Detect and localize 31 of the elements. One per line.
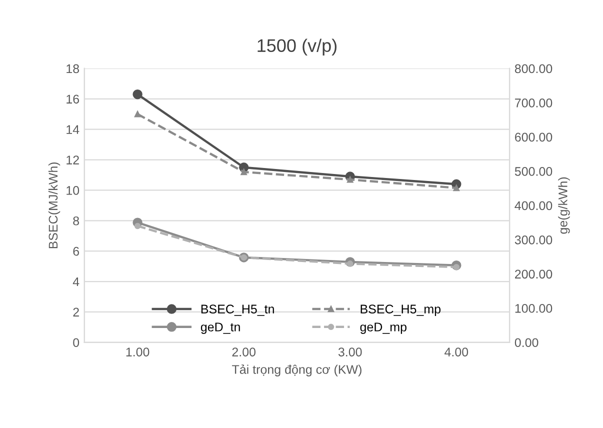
x-tick-label: 1.00 [126,348,150,356]
y-tick-label: 8 [73,216,80,226]
y-tick-label: 10 [66,186,80,195]
y-tick-label: 12 [66,156,79,164]
legend-label: BSEC_H5_mp [360,304,441,316]
y2-tick-label: 300.00 [514,235,552,244]
y2-axis-title: ge(g/kWh) [558,177,570,234]
y2-tick-label: 800.00 [514,64,552,74]
y2-tick-label: 500.00 [514,167,552,176]
y-tick-label: 14 [66,125,80,134]
x-tick-label: 3.00 [338,348,362,356]
chart-title: 1500 (v/p) [258,38,337,56]
y-tick-label: 16 [66,94,80,104]
y2-tick-label: 700.00 [515,98,552,108]
y2-tick-label: 200.00 [515,270,552,279]
legend-label: geD_tn [200,322,240,334]
y2-tick-label: 0.00 [514,338,538,348]
y2-tick-label: 400.00 [514,201,552,210]
y-tick-label: 18 [66,64,80,74]
x-tick-label: 4.00 [444,348,468,356]
x-axis-title: Tải trọng động cơ (KW) [232,364,362,376]
y2-tick-label: 100.00 [515,304,552,313]
y-tick-label: 4 [72,277,80,286]
legend-label: BSEC_H5_tn [201,304,274,316]
y-tick-label: 2 [73,308,79,316]
y-axis-title: BSEC(MJ/kWh) [48,162,60,248]
y2-tick-label: 600.00 [515,132,552,142]
legend-label: geD_mp [360,322,406,334]
x-tick-label: 2.00 [232,348,256,356]
y-tick-label: 0 [73,338,80,348]
y-tick-label: 6 [73,246,80,256]
